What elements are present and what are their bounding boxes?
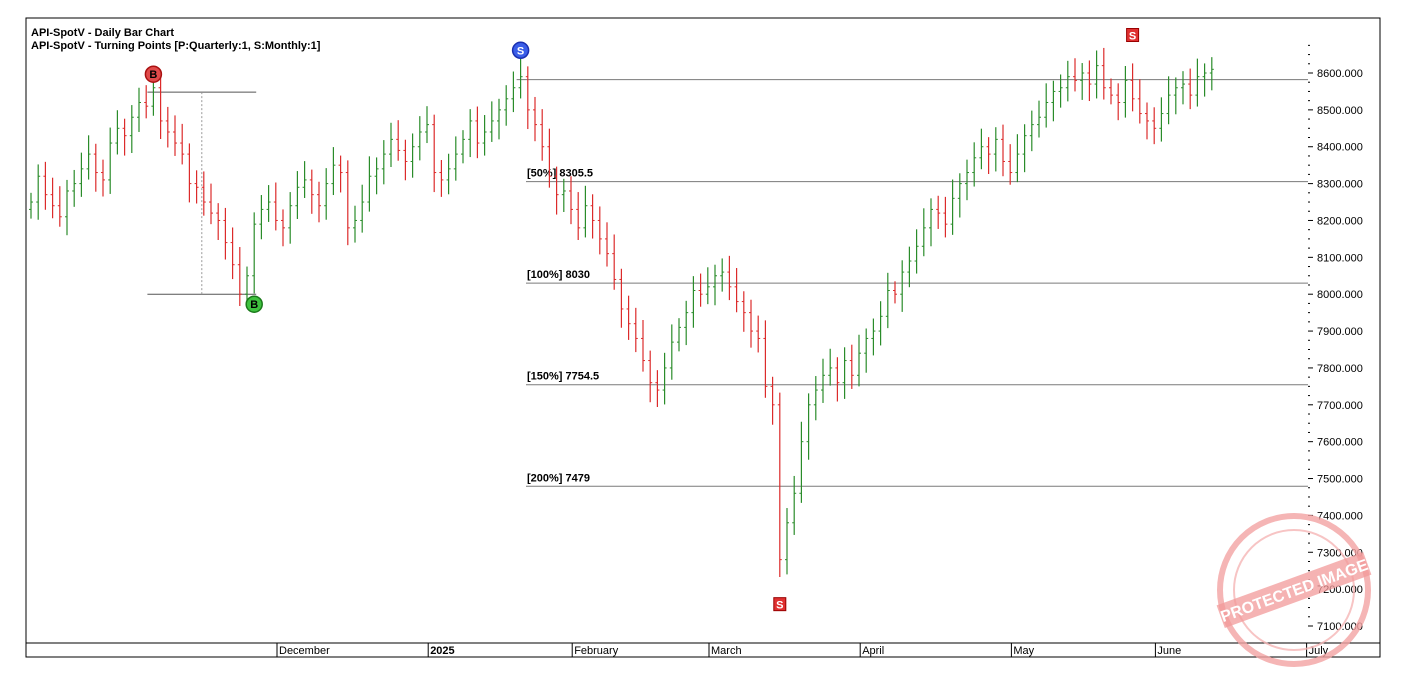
y-tick-label: 8300.000 [1317, 179, 1363, 191]
level-label: [150%] 7754.5 [527, 371, 599, 383]
turning-point-label: S [776, 600, 783, 612]
turning-point-marker [245, 295, 263, 313]
x-tick-label: April [862, 645, 884, 657]
turning-point-label: S [1129, 31, 1136, 43]
y-tick-label: 8400.000 [1317, 142, 1363, 154]
watermark-inner-ring [1233, 529, 1355, 651]
turning-point-label: B [250, 299, 258, 311]
y-tick-label: 7500.000 [1317, 474, 1363, 486]
turning-point-label: S [517, 45, 524, 57]
x-tick-label: December [279, 645, 330, 657]
chart-title: API-SpotV - Daily Bar Chart [31, 27, 175, 39]
level-label: [50%] 8305.5 [527, 168, 593, 180]
x-tick-label: May [1013, 645, 1034, 657]
y-tick-label: 8100.000 [1317, 252, 1363, 264]
watermark-band [1216, 552, 1372, 628]
x-tick-label: June [1157, 645, 1181, 657]
y-tick-label: 7600.000 [1317, 437, 1363, 449]
y-tick-label: 8500.000 [1317, 105, 1363, 117]
plot-frame [25, 17, 1381, 658]
x-tick-label: February [574, 645, 619, 657]
y-tick-label: 8600.000 [1317, 68, 1363, 80]
turning-point-marker [511, 41, 530, 60]
turning-point-marker [144, 65, 163, 83]
y-tick-label: 7400.000 [1317, 510, 1363, 522]
x-tick-label: July [1309, 645, 1329, 657]
chart-subtitle: API-SpotV - Turning Points [P:Quarterly:… [31, 40, 321, 52]
x-tick-label: 2025 [430, 645, 454, 657]
y-tick-label: 7300.000 [1317, 547, 1363, 559]
y-tick-label: 7100.000 [1317, 621, 1363, 633]
y-tick-label: 7700.000 [1317, 400, 1363, 412]
level-label: [100%] 8030 [527, 269, 590, 281]
level-label: [200%] 7479 [527, 472, 590, 484]
y-tick-label: 7800.000 [1317, 363, 1363, 375]
turning-point-marker [773, 597, 787, 612]
turning-point-label: B [149, 69, 157, 81]
y-tick-label: 8200.000 [1317, 215, 1363, 227]
y-tick-label: 8000.000 [1317, 289, 1363, 301]
watermark-ring [1217, 513, 1371, 667]
turning-point-marker [1126, 28, 1140, 43]
x-tick-label: March [711, 645, 742, 657]
y-tick-label: 7900.000 [1317, 326, 1363, 338]
